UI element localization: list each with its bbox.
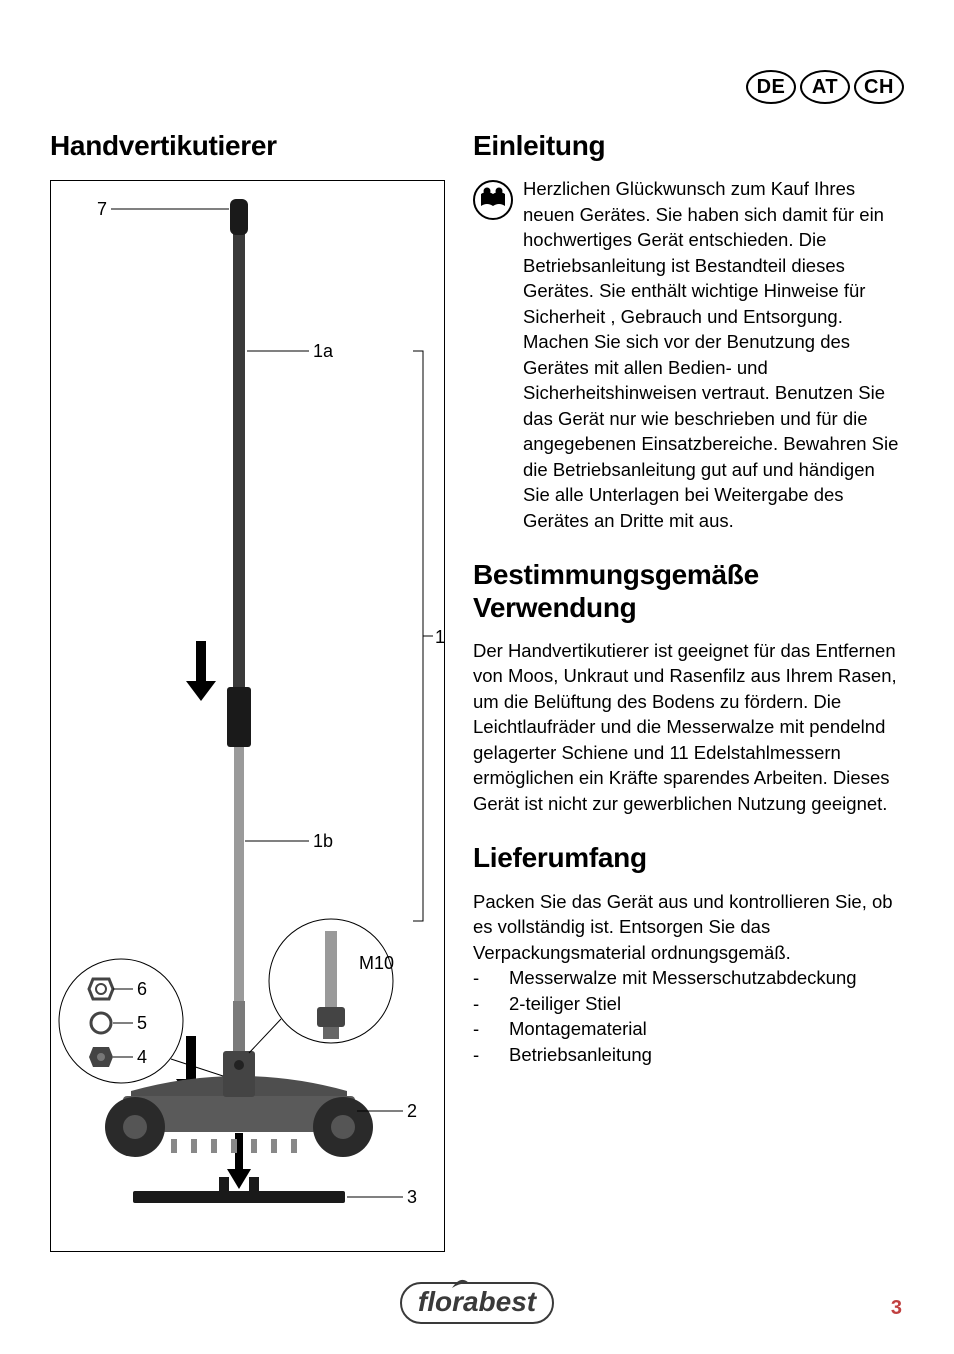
diagram-label-m10: M10 — [359, 953, 394, 974]
left-column: Handvertikutierer — [50, 130, 445, 1252]
diagram-label-7: 7 — [97, 199, 107, 220]
logo-text: florabest — [418, 1286, 536, 1317]
lieferumfang-list: Messerwalze mit Messerschutzabdeckung 2-… — [473, 965, 904, 1067]
heading-lieferumfang: Lieferumfang — [473, 842, 904, 874]
diagram-svg — [51, 181, 446, 1253]
leaf-icon — [452, 1278, 470, 1290]
diagram-label-3: 3 — [407, 1187, 417, 1208]
country-badges: DE AT CH — [746, 70, 904, 104]
right-column: Einleitung Herzlichen Glückwunsch zum Ka… — [473, 130, 904, 1252]
badge-ch: CH — [854, 70, 904, 104]
diagram-label-5: 5 — [137, 1013, 147, 1034]
product-title: Handvertikutierer — [50, 130, 445, 162]
einleitung-text: Herzlichen Glückwunsch zum Kauf Ihres ne… — [523, 176, 904, 533]
brand-logo: florabest — [400, 1282, 554, 1324]
manual-read-icon — [473, 180, 513, 220]
diagram-label-6: 6 — [137, 979, 147, 1000]
badge-at: AT — [800, 70, 850, 104]
diagram-label-4: 4 — [137, 1047, 147, 1068]
heading-einleitung: Einleitung — [473, 130, 904, 162]
page-number: 3 — [891, 1297, 902, 1320]
list-item: 2-teiliger Stiel — [473, 991, 904, 1017]
diagram-label-1b: 1b — [313, 831, 333, 852]
list-item: Messerwalze mit Messerschutzabdeckung — [473, 965, 904, 991]
diagram-label-1a: 1a — [313, 341, 333, 362]
list-item: Montagematerial — [473, 1016, 904, 1042]
verwendung-text: Der Handvertikutierer ist geeignet für d… — [473, 638, 904, 817]
product-diagram: 7 1a 1 1b M10 6 5 4 2 3 — [50, 180, 445, 1252]
page-footer: florabest — [0, 1282, 954, 1324]
badge-de: DE — [746, 70, 796, 104]
heading-verwendung: Bestimmungsgemäße Verwendung — [473, 559, 904, 623]
list-item: Betriebsanleitung — [473, 1042, 904, 1068]
lieferumfang-intro: Packen Sie das Gerät aus und kontrollier… — [473, 889, 904, 966]
diagram-label-2: 2 — [407, 1101, 417, 1122]
diagram-label-1: 1 — [435, 627, 445, 648]
